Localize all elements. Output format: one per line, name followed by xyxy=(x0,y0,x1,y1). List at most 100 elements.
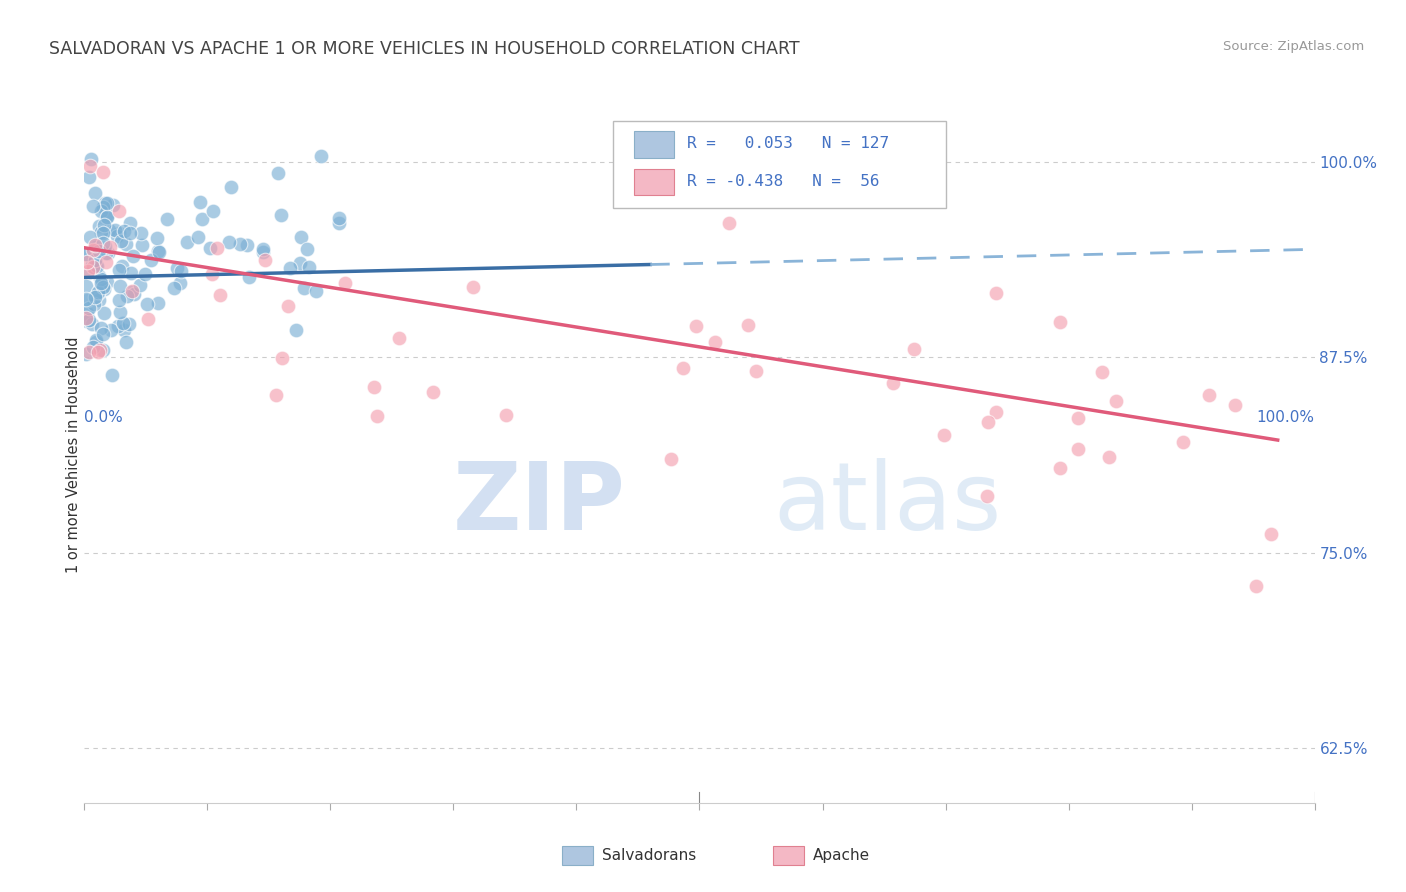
Point xyxy=(207,241,229,255)
Point xyxy=(295,243,318,257)
Point xyxy=(83,260,105,275)
Point xyxy=(1223,398,1246,412)
Point xyxy=(422,385,444,400)
Point xyxy=(82,260,104,275)
Point xyxy=(129,226,152,240)
Text: SALVADORAN VS APACHE 1 OR MORE VEHICLES IN HOUSEHOLD CORRELATION CHART: SALVADORAN VS APACHE 1 OR MORE VEHICLES … xyxy=(49,40,800,58)
Point xyxy=(366,409,388,423)
Point xyxy=(96,196,118,211)
Point xyxy=(120,227,142,241)
Point xyxy=(80,317,103,331)
Point xyxy=(108,226,131,240)
Point xyxy=(83,297,105,311)
Point xyxy=(208,288,231,302)
Text: ZIP: ZIP xyxy=(453,458,626,549)
Point xyxy=(264,388,287,402)
Point xyxy=(297,260,319,274)
Point xyxy=(96,276,118,290)
Point xyxy=(75,347,97,361)
Point xyxy=(718,216,741,230)
Point xyxy=(112,316,135,330)
Point xyxy=(93,282,115,296)
Point xyxy=(238,269,260,284)
Point xyxy=(79,265,101,279)
Point xyxy=(267,166,290,180)
Point xyxy=(90,203,112,218)
Point xyxy=(108,293,131,308)
Point xyxy=(934,428,956,442)
Text: atlas: atlas xyxy=(773,458,1001,549)
Point xyxy=(495,408,517,422)
Point xyxy=(86,259,108,273)
Point xyxy=(94,239,117,253)
Point xyxy=(87,345,110,359)
Text: 0.0%: 0.0% xyxy=(84,409,124,425)
Point xyxy=(76,264,98,278)
Point xyxy=(97,223,120,237)
Point xyxy=(97,245,120,260)
Point xyxy=(121,285,143,299)
Point xyxy=(311,149,333,163)
Point xyxy=(148,245,170,260)
Point xyxy=(131,238,153,252)
Point xyxy=(82,340,104,354)
Point xyxy=(91,200,114,214)
Point xyxy=(91,235,114,250)
Point xyxy=(91,327,114,342)
Point xyxy=(201,267,224,281)
Point xyxy=(112,224,135,238)
FancyBboxPatch shape xyxy=(634,131,673,158)
Point xyxy=(135,297,157,311)
Point xyxy=(671,360,693,375)
Point xyxy=(115,289,138,303)
Point xyxy=(84,335,107,350)
Point xyxy=(290,229,312,244)
Point xyxy=(176,235,198,249)
Point xyxy=(984,286,1007,301)
Point xyxy=(252,243,274,257)
Point xyxy=(1260,526,1282,541)
Point xyxy=(1067,410,1090,425)
Point xyxy=(91,165,114,179)
Point xyxy=(93,226,115,240)
Point xyxy=(218,235,240,249)
Point xyxy=(108,263,131,277)
Point xyxy=(91,277,114,291)
Point xyxy=(120,266,142,280)
Point xyxy=(89,244,111,259)
Point xyxy=(108,305,131,319)
Point xyxy=(90,272,112,286)
Point xyxy=(94,208,117,222)
Point xyxy=(82,257,104,271)
Point xyxy=(737,318,759,332)
Point xyxy=(87,219,110,233)
Text: 100.0%: 100.0% xyxy=(1257,409,1315,425)
Point xyxy=(292,281,315,295)
Point xyxy=(87,268,110,283)
Point xyxy=(1098,450,1121,464)
Point xyxy=(94,195,117,210)
Point xyxy=(129,278,152,293)
Point xyxy=(84,290,107,304)
Point xyxy=(984,405,1007,419)
Point xyxy=(118,317,141,331)
Point xyxy=(108,204,131,219)
Point xyxy=(100,323,122,337)
Point xyxy=(162,280,184,294)
Point xyxy=(976,490,998,504)
Point xyxy=(111,259,134,273)
Point xyxy=(1246,579,1268,593)
Point xyxy=(93,306,115,320)
Point xyxy=(107,319,129,334)
Point xyxy=(101,368,124,383)
Point xyxy=(77,301,100,315)
Point xyxy=(1067,442,1090,456)
Point xyxy=(219,179,242,194)
Point xyxy=(76,293,98,307)
Point xyxy=(202,203,225,218)
Point xyxy=(170,264,193,278)
Point xyxy=(270,208,292,222)
Text: R = -0.438   N =  56: R = -0.438 N = 56 xyxy=(688,174,880,189)
Point xyxy=(745,363,768,377)
Point xyxy=(101,198,124,212)
